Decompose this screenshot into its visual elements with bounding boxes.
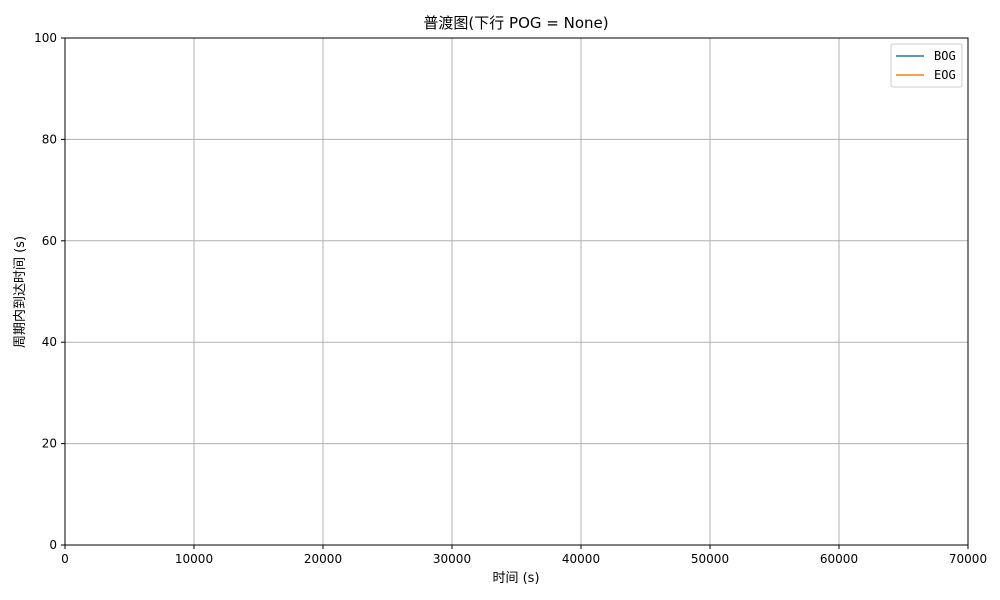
x-tick-label: 70000 <box>949 552 987 566</box>
legend: BOG EOG <box>890 43 963 88</box>
x-tick-label: 0 <box>61 552 69 566</box>
x-tick-label: 30000 <box>433 552 471 566</box>
y-tick-label: 100 <box>34 31 57 45</box>
x-tick-label: 20000 <box>304 552 342 566</box>
y-tick-label: 20 <box>42 437 57 451</box>
legend-entries: BOG EOG <box>896 49 956 82</box>
legend-label-eog: EOG <box>934 68 956 82</box>
x-axis-ticks: 0 10000 20000 30000 40000 50000 60000 70000 <box>61 545 987 566</box>
y-tick-label: 80 <box>42 132 57 146</box>
y-axis-title: 周期内到达时间 (s) <box>12 236 28 348</box>
y-tick-label: 0 <box>49 538 57 552</box>
chart-title: 普渡图(下行 POG = None) <box>423 14 608 32</box>
x-axis-title: 时间 (s) <box>492 571 539 586</box>
y-tick-label: 40 <box>42 335 57 349</box>
x-tick-label: 60000 <box>820 552 858 566</box>
plot-area-frame <box>64 37 969 546</box>
grid-lines <box>64 37 969 546</box>
legend-label-bog: BOG <box>934 49 956 63</box>
y-tick-label: 60 <box>42 234 57 248</box>
legend-box <box>890 43 963 88</box>
x-tick-label: 50000 <box>691 552 729 566</box>
x-tick-label: 10000 <box>175 552 213 566</box>
y-axis-ticks: 0 20 40 60 80 100 <box>34 31 65 552</box>
x-tick-label: 40000 <box>562 552 600 566</box>
